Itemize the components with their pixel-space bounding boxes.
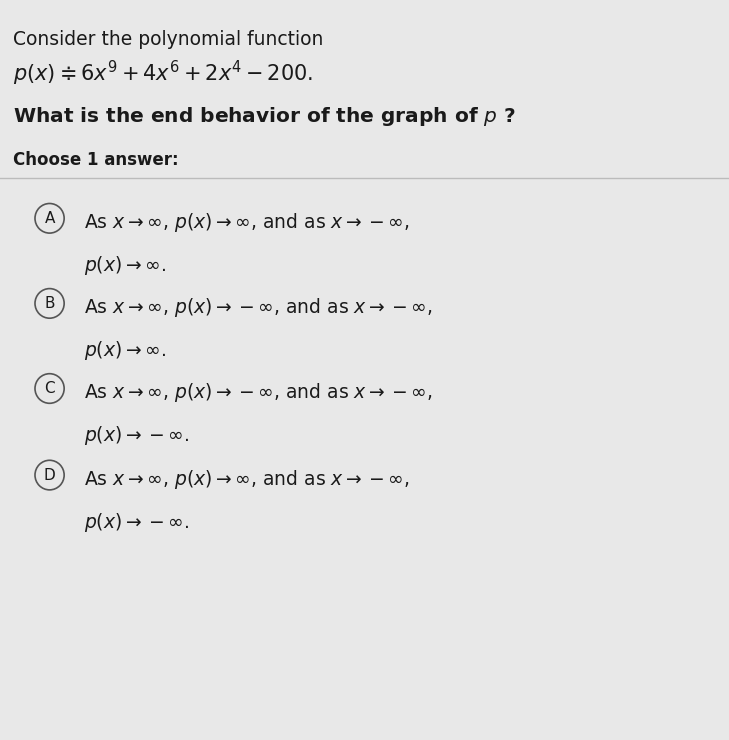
Text: As $x \rightarrow \infty$, $p(x) \rightarrow \infty$, and as $x \rightarrow -\in: As $x \rightarrow \infty$, $p(x) \righta… [84,468,410,491]
Text: As $x \rightarrow \infty$, $p(x) \rightarrow -\infty$, and as $x \rightarrow -\i: As $x \rightarrow \infty$, $p(x) \righta… [84,381,432,404]
Text: As $x \rightarrow \infty$, $p(x) \rightarrow \infty$, and as $x \rightarrow -\in: As $x \rightarrow \infty$, $p(x) \righta… [84,211,410,234]
Text: What is the end behavior of the graph of $p$ ?: What is the end behavior of the graph of… [13,105,516,128]
Text: D: D [44,468,55,482]
Text: B: B [44,296,55,311]
Text: As $x \rightarrow \infty$, $p(x) \rightarrow -\infty$, and as $x \rightarrow -\i: As $x \rightarrow \infty$, $p(x) \righta… [84,296,432,319]
Text: Consider the polynomial function: Consider the polynomial function [13,30,324,49]
Text: $p(x) \rightarrow \infty$.: $p(x) \rightarrow \infty$. [84,339,166,362]
Text: C: C [44,381,55,396]
Text: A: A [44,211,55,226]
Text: $p(x) \rightarrow \infty$.: $p(x) \rightarrow \infty$. [84,254,166,277]
Text: $p(x) \rightarrow -\infty$.: $p(x) \rightarrow -\infty$. [84,424,189,447]
Text: $p(x) \doteqdot 6x^9 + 4x^6 + 2x^4 - 200.$: $p(x) \doteqdot 6x^9 + 4x^6 + 2x^4 - 200… [13,59,313,88]
Text: $p(x) \rightarrow -\infty$.: $p(x) \rightarrow -\infty$. [84,511,189,534]
Text: Choose 1 answer:: Choose 1 answer: [13,151,179,169]
